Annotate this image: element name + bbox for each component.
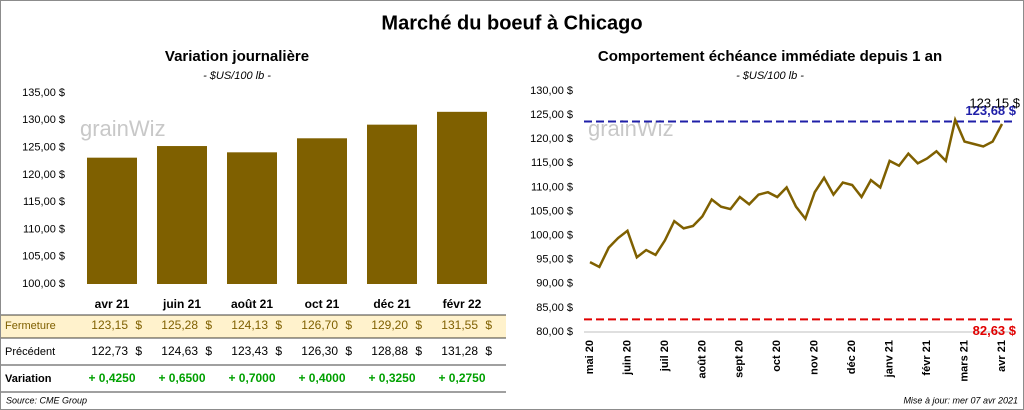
y-tick-label: 135,00 $	[22, 87, 65, 99]
x-tick-label: oct 21	[305, 297, 340, 311]
chart-title: Variation journalière	[165, 48, 309, 65]
y-tick-label: 95,00 $	[536, 254, 573, 266]
reference-label: 123,68 $	[965, 103, 1016, 118]
x-tick-label: oct 20	[771, 340, 783, 372]
y-tick-label: 110,00 $	[531, 181, 573, 193]
bar	[297, 138, 347, 284]
bar	[227, 152, 277, 284]
x-tick-label: juin 21	[162, 297, 201, 311]
y-tick-label: 115,00 $	[531, 157, 573, 169]
cell-value: 128,88	[371, 344, 408, 358]
x-tick-label: janv 21	[884, 340, 896, 378]
watermark: grainWiz	[588, 116, 674, 141]
chart-title: Comportement échéance immédiate depuis 1…	[598, 48, 942, 65]
cell-value: + 0,4000	[298, 371, 345, 385]
page-title: Marché du boeuf à Chicago	[381, 12, 642, 34]
cell-unit: $	[415, 344, 422, 358]
bar	[87, 157, 137, 284]
y-tick-label: 120,00 $	[22, 169, 65, 181]
chart-subtitle: - $US/100 lb -	[736, 70, 804, 82]
cell-value: + 0,4250	[88, 371, 135, 385]
x-tick-label: août 21	[231, 297, 273, 311]
x-tick-label: juil 20	[659, 340, 671, 372]
cell-value: + 0,3250	[368, 371, 415, 385]
cell-value: 125,28	[161, 318, 198, 332]
bar	[157, 146, 207, 284]
source: Source: CME Group	[6, 395, 87, 405]
chart-subtitle: - $US/100 lb -	[203, 70, 271, 82]
cell-value: 123,43	[231, 344, 268, 358]
cell-unit: $	[275, 344, 282, 358]
x-tick-label: févr 22	[443, 297, 482, 311]
cell-value: 123,15	[91, 318, 128, 332]
cell-value: + 0,6500	[158, 371, 205, 385]
row-label: Fermeture	[5, 320, 56, 332]
bar	[367, 124, 417, 284]
line-series	[589, 115, 1004, 269]
cell-unit: $	[485, 344, 492, 358]
bar	[437, 111, 487, 284]
cell-unit: $	[135, 318, 142, 332]
cell-unit: $	[275, 318, 282, 332]
reference-label: 82,63 $	[973, 323, 1017, 338]
x-tick-label: déc 20	[846, 340, 858, 374]
y-tick-label: 120,00 $	[530, 133, 573, 145]
cell-unit: $	[345, 344, 352, 358]
row-label: Précédent	[5, 346, 55, 358]
cell-unit: $	[415, 318, 422, 332]
y-tick-label: 125,00 $	[22, 141, 65, 153]
x-tick-label: août 20	[696, 340, 708, 379]
cell-unit: $	[205, 344, 212, 358]
highlight-row	[1, 315, 506, 338]
x-tick-label: avr 21	[996, 340, 1008, 372]
x-tick-label: mars 21	[958, 340, 970, 382]
y-tick-label: 125,00 $	[530, 109, 573, 121]
cell-value: 126,30	[301, 344, 338, 358]
y-tick-label: 130,00 $	[22, 114, 65, 126]
y-tick-label: 115,00 $	[23, 196, 65, 208]
row-label: Variation	[5, 373, 52, 385]
x-tick-label: avr 21	[95, 297, 130, 311]
cell-value: 131,55	[441, 318, 478, 332]
y-tick-label: 80,00 $	[536, 326, 573, 338]
y-tick-label: 85,00 $	[536, 302, 573, 314]
cell-unit: $	[205, 318, 212, 332]
update-date: Mise à jour: mer 07 avr 2021	[903, 395, 1018, 405]
cell-value: 131,28	[441, 344, 478, 358]
cell-value: 126,70	[301, 318, 338, 332]
cell-value: 124,63	[161, 344, 198, 358]
cell-value: 124,13	[231, 318, 268, 332]
x-tick-label: déc 21	[373, 297, 411, 311]
y-tick-label: 105,00 $	[530, 205, 573, 217]
cell-value: 129,20	[371, 318, 408, 332]
y-tick-label: 110,00 $	[23, 223, 65, 235]
cell-value: + 0,7000	[228, 371, 275, 385]
x-tick-label: févr 21	[921, 340, 933, 375]
y-tick-label: 100,00 $	[22, 278, 65, 290]
x-tick-label: nov 20	[809, 340, 821, 375]
x-tick-label: mai 20	[584, 340, 596, 374]
x-tick-label: juin 20	[621, 340, 633, 376]
y-tick-label: 90,00 $	[536, 278, 573, 290]
watermark: grainWiz	[80, 116, 166, 141]
x-tick-label: sept 20	[734, 340, 746, 378]
cell-value: 122,73	[91, 344, 128, 358]
cell-unit: $	[135, 344, 142, 358]
y-tick-label: 100,00 $	[530, 230, 573, 242]
y-tick-label: 105,00 $	[22, 251, 65, 263]
cell-value: + 0,2750	[438, 371, 485, 385]
y-tick-label: 130,00 $	[530, 85, 573, 97]
cell-unit: $	[485, 318, 492, 332]
cell-unit: $	[345, 318, 352, 332]
annotation: 123,15 $	[969, 95, 1020, 110]
